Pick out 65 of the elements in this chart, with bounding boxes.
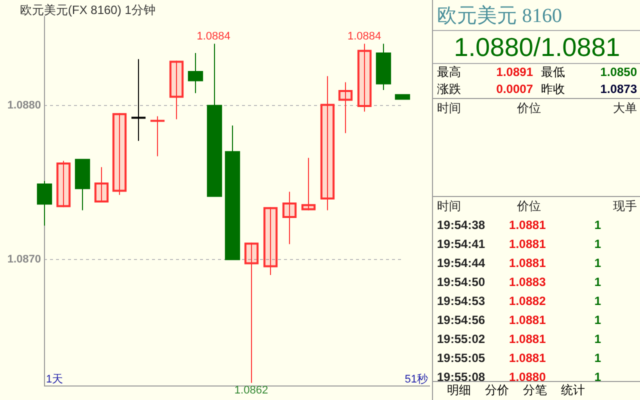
text: 1 bbox=[594, 217, 601, 234]
candlestick bbox=[94, 166, 109, 204]
text: 1.0880/1.0881 bbox=[433, 30, 640, 64]
text: 明细 bbox=[447, 382, 471, 399]
text: 0.0007 bbox=[495, 81, 534, 98]
candlestick bbox=[112, 112, 127, 196]
text: 1 bbox=[594, 350, 601, 367]
text: 51秒 bbox=[404, 374, 428, 386]
text: 19:54:41 bbox=[437, 237, 486, 251]
text: 分价 bbox=[485, 382, 509, 399]
candlestick bbox=[320, 76, 335, 211]
y-tick-label: 1.0870 bbox=[7, 254, 41, 266]
text: 19:54:53 bbox=[437, 294, 486, 308]
annotation: 1.0884 bbox=[196, 30, 230, 42]
annotation: 1.0862 bbox=[234, 384, 268, 396]
text: 价位 bbox=[517, 198, 542, 215]
text: 1 bbox=[594, 331, 601, 348]
text: 现手 bbox=[612, 198, 637, 215]
text: 1.0881 bbox=[509, 218, 546, 232]
candlestick bbox=[244, 242, 259, 384]
text: 19:55:02 bbox=[437, 332, 486, 346]
text: 时间 bbox=[437, 198, 462, 215]
text: 19:55:05 bbox=[437, 351, 486, 365]
text: 1.0850 bbox=[599, 64, 637, 81]
annotation: 1天 bbox=[46, 374, 64, 386]
chart-title: 欧元美元(FX 8160) 1分钟 bbox=[20, 2, 156, 19]
candlestick bbox=[282, 191, 297, 245]
text: 昨收 bbox=[541, 81, 566, 98]
text: 涨跌 bbox=[437, 81, 462, 98]
text: 1 bbox=[594, 369, 601, 386]
text: 1.0873 bbox=[599, 81, 637, 98]
text: 1.0881 bbox=[509, 237, 546, 251]
text: 最高 bbox=[437, 64, 462, 81]
text: 1.0881 bbox=[509, 332, 546, 346]
text: 统计 bbox=[561, 382, 585, 399]
text: 价位 bbox=[517, 100, 542, 117]
candlestick bbox=[263, 206, 278, 276]
candlestick bbox=[357, 43, 372, 112]
text: 19:55:08 bbox=[437, 370, 486, 384]
text: 1.0881 bbox=[509, 313, 546, 327]
text: 1.0881 bbox=[509, 351, 546, 365]
text: 1 bbox=[594, 312, 601, 329]
text: 19:54:44 bbox=[437, 256, 486, 270]
text: 1.0880 bbox=[509, 370, 546, 384]
text: 欧元美元 8160 bbox=[436, 4, 563, 29]
text: 19:54:56 bbox=[437, 313, 486, 327]
text: 1.0882 bbox=[509, 294, 546, 308]
candlestick bbox=[301, 157, 316, 211]
text: 1.0891 bbox=[495, 64, 534, 81]
text: 分笔 bbox=[523, 382, 547, 399]
text: 时间 bbox=[437, 100, 462, 117]
text: 19:54:50 bbox=[437, 275, 486, 289]
text: 1.0883 bbox=[509, 275, 546, 289]
candlestick bbox=[338, 82, 353, 134]
candlestick bbox=[56, 160, 71, 208]
text: 19:54:38 bbox=[437, 218, 486, 232]
text: 大单 bbox=[612, 100, 637, 117]
text: 1 bbox=[594, 274, 601, 291]
text: 1 bbox=[594, 255, 601, 272]
text: 1 bbox=[594, 236, 601, 253]
candlestick bbox=[169, 60, 184, 120]
text: 1 bbox=[594, 293, 601, 310]
annotation: 1.0884 bbox=[347, 30, 382, 42]
text: 最低 bbox=[541, 64, 566, 81]
text: 1.0881 bbox=[509, 256, 546, 270]
